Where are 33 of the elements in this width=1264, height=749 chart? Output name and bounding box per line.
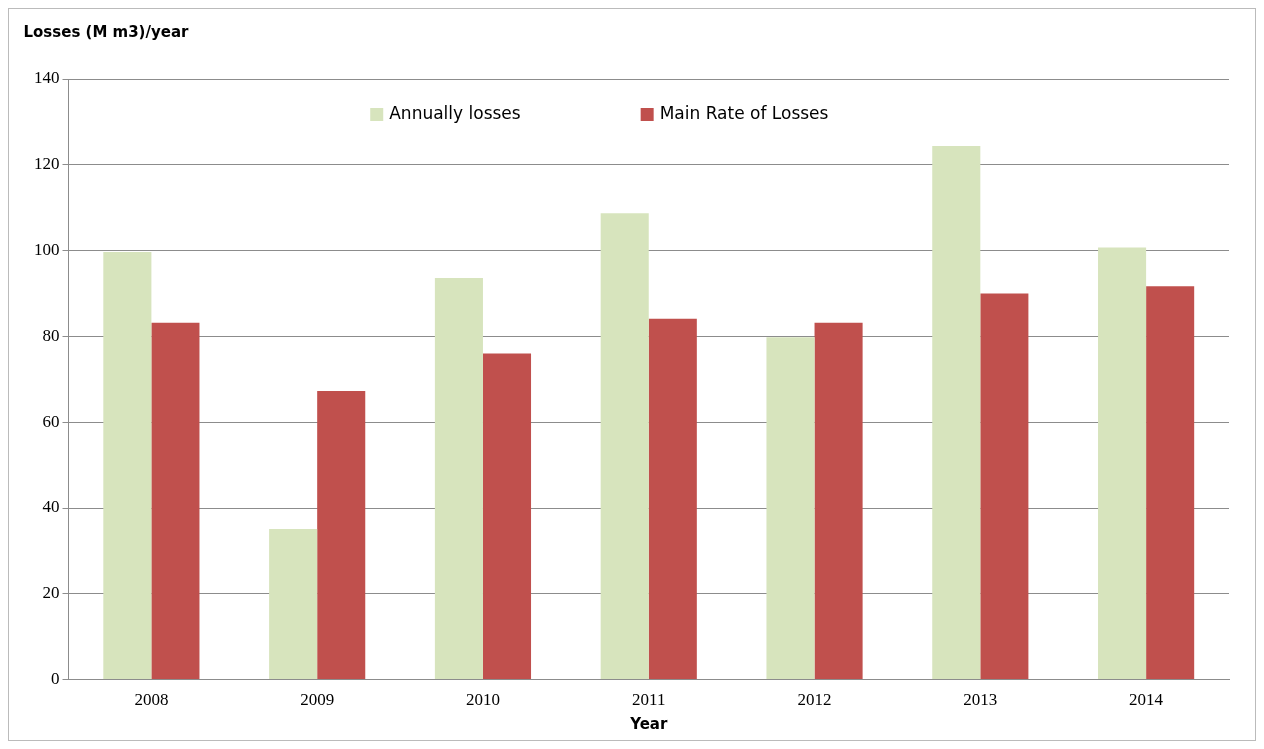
bar	[648, 318, 697, 680]
x-tick-label: 2009	[300, 690, 335, 710]
y-tick-label: 60	[42, 411, 60, 431]
bar	[814, 322, 863, 680]
x-tick-label: 2013	[963, 690, 998, 710]
bar	[151, 322, 200, 680]
x-axis-title: Year	[629, 714, 668, 733]
legend-label: Main Rate of Losses	[659, 103, 829, 124]
bar	[103, 251, 152, 680]
y-tick-label: 40	[42, 497, 60, 517]
x-tick-label: 2012	[797, 690, 832, 710]
x-tick-label: 2010	[465, 690, 500, 710]
x-tick-label: 2008	[134, 690, 169, 710]
bar	[932, 145, 981, 680]
bar	[317, 390, 366, 680]
y-tick-label: 140	[34, 68, 60, 88]
bar	[482, 353, 532, 680]
bar	[980, 293, 1029, 680]
y-tick-label: 100	[34, 240, 60, 260]
bar	[600, 213, 649, 680]
x-tick-label: 2011	[632, 690, 666, 710]
legend-label: Annually losses	[389, 103, 521, 124]
bar	[766, 337, 815, 680]
y-tick-label: 80	[42, 325, 60, 345]
x-tick-label: 2014	[1129, 690, 1164, 710]
y-tick-label: 0	[51, 669, 60, 689]
y-axis-title: Losses (M m3)/year	[23, 22, 190, 41]
bar	[1146, 286, 1195, 680]
bar	[434, 278, 483, 680]
bar	[1098, 247, 1147, 680]
bar	[269, 529, 318, 680]
y-tick-label: 20	[42, 583, 60, 603]
y-tick-label: 120	[34, 154, 60, 174]
